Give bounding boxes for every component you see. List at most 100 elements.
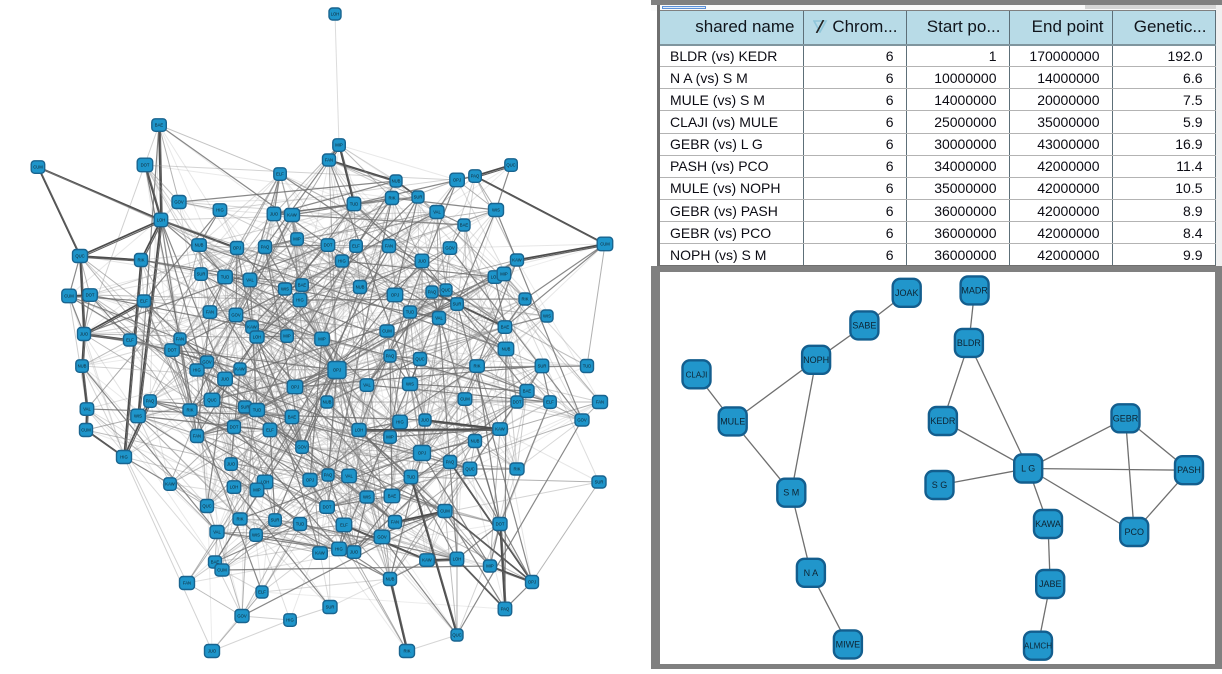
svg-text:CUM: CUM	[217, 568, 227, 573]
svg-text:TUD: TUD	[406, 310, 415, 315]
svg-text:SUR: SUR	[453, 302, 462, 307]
svg-text:FAN: FAN	[325, 158, 333, 163]
svg-text:VAL: VAL	[435, 316, 443, 321]
svg-text:MIP: MIP	[318, 337, 326, 342]
svg-text:HIG: HIG	[120, 455, 127, 460]
svg-text:RIK: RIK	[522, 297, 529, 302]
svg-text:CUM: CUM	[64, 294, 74, 299]
svg-text:TUD: TUD	[583, 364, 592, 369]
svg-text:OPJ: OPJ	[528, 580, 536, 585]
svg-text:OPJ: OPJ	[291, 385, 299, 390]
svg-text:PAQ: PAQ	[324, 473, 333, 478]
svg-text:ELF: ELF	[140, 299, 148, 304]
svg-text:CUM: CUM	[382, 329, 392, 334]
svg-text:LOH: LOH	[253, 335, 262, 340]
svg-text:JUO: JUO	[80, 332, 89, 337]
svg-text:GOV: GOV	[231, 313, 241, 318]
svg-text:ALMCH: ALMCH	[1024, 642, 1052, 651]
svg-text:PAQ: PAQ	[146, 399, 155, 404]
svg-text:JUO: JUO	[421, 418, 430, 423]
svg-text:BAE: BAE	[523, 389, 532, 394]
svg-text:HIG: HIG	[335, 547, 342, 552]
svg-text:VAL: VAL	[83, 407, 91, 412]
svg-text:MIP: MIP	[500, 272, 508, 277]
svg-text:VAL: VAL	[345, 474, 353, 479]
svg-text:HIG: HIG	[396, 420, 403, 425]
svg-text:QUC: QUC	[441, 288, 450, 293]
svg-text:WIS: WIS	[406, 382, 414, 387]
svg-text:HIG: HIG	[338, 259, 345, 264]
svg-text:DOT: DOT	[168, 348, 177, 353]
svg-text:SUR: SUR	[326, 605, 335, 610]
svg-text:QUC: QUC	[465, 467, 474, 472]
svg-text:MIP: MIP	[253, 488, 261, 493]
svg-text:WIS: WIS	[252, 533, 260, 538]
svg-text:VAL: VAL	[433, 210, 441, 215]
svg-text:KAW: KAW	[235, 367, 244, 372]
svg-text:RIK: RIK	[514, 467, 521, 472]
svg-text:ELF: ELF	[126, 338, 134, 343]
svg-text:CUM: CUM	[440, 509, 450, 514]
svg-text:ELF: ELF	[352, 244, 360, 249]
svg-text:KAW: KAW	[247, 325, 256, 330]
svg-text:TUD: TUD	[407, 475, 416, 480]
svg-text:OPJ: OPJ	[391, 293, 399, 298]
svg-text:LOH: LOH	[261, 480, 270, 485]
svg-text:RIK: RIK	[187, 408, 194, 413]
svg-text:PAQ: PAQ	[261, 245, 270, 250]
svg-text:GOV: GOV	[297, 445, 307, 450]
svg-text:RIK: RIK	[474, 364, 481, 369]
svg-text:TUD: TUD	[350, 202, 359, 207]
svg-text:GOV: GOV	[445, 246, 455, 251]
svg-text:CUM: CUM	[460, 397, 470, 402]
svg-text:DOT: DOT	[141, 163, 150, 168]
svg-text:QUC: QUC	[207, 398, 216, 403]
svg-text:SUR: SUR	[241, 405, 250, 410]
svg-text:RIK: RIK	[138, 258, 145, 263]
svg-text:TUD: TUD	[221, 275, 230, 280]
svg-text:PAQ: PAQ	[428, 290, 437, 295]
svg-text:LOH: LOH	[331, 12, 340, 17]
svg-text:ELF: ELF	[276, 172, 284, 177]
svg-text:FAN: FAN	[206, 310, 214, 315]
svg-text:KAWA: KAWA	[1035, 519, 1061, 529]
svg-text:CUM: CUM	[600, 242, 610, 247]
svg-text:CUM: CUM	[81, 428, 91, 433]
svg-text:ELF: ELF	[266, 428, 274, 433]
svg-text:FAN: FAN	[385, 244, 393, 249]
svg-text:FAN: FAN	[391, 520, 399, 525]
svg-text:OPJ: OPJ	[333, 368, 341, 373]
svg-text:MIP: MIP	[486, 564, 494, 569]
svg-text:SUR: SUR	[197, 272, 206, 277]
svg-text:LOH: LOH	[491, 275, 500, 280]
svg-text:KAW: KAW	[315, 551, 324, 556]
svg-text:NUB: NUB	[392, 179, 401, 184]
svg-text:VAL: VAL	[363, 383, 371, 388]
svg-text:WIS: WIS	[363, 495, 371, 500]
svg-text:RIK: RIK	[389, 196, 396, 201]
svg-text:RIK: RIK	[237, 517, 244, 522]
svg-text:LOH: LOH	[230, 485, 239, 490]
svg-text:JUO: JUO	[350, 550, 359, 555]
svg-text:LOH: LOH	[355, 428, 364, 433]
svg-text:ELF: ELF	[340, 523, 348, 528]
svg-text:MIP: MIP	[335, 143, 343, 148]
svg-text:JUO: JUO	[418, 259, 427, 264]
svg-text:GOV: GOV	[237, 614, 247, 619]
svg-text:BAE: BAE	[460, 223, 469, 228]
svg-text:LOH: LOH	[157, 218, 166, 223]
svg-text:BAE: BAE	[288, 415, 297, 420]
svg-text:L G: L G	[1021, 464, 1035, 474]
svg-text:BAE: BAE	[155, 123, 164, 128]
svg-text:SABE: SABE	[852, 320, 876, 330]
svg-text:MADR: MADR	[961, 285, 988, 295]
svg-text:QUC: QUC	[75, 254, 84, 259]
svg-text:LOH: LOH	[453, 557, 462, 562]
svg-text:HIG: HIG	[286, 618, 293, 623]
svg-text:JUO: JUO	[221, 377, 230, 382]
svg-text:MIP: MIP	[283, 334, 291, 339]
svg-text:BAE: BAE	[298, 283, 307, 288]
svg-text:BLDR: BLDR	[957, 338, 982, 348]
svg-text:DOT: DOT	[496, 522, 505, 527]
svg-text:PAQ: PAQ	[471, 174, 480, 179]
